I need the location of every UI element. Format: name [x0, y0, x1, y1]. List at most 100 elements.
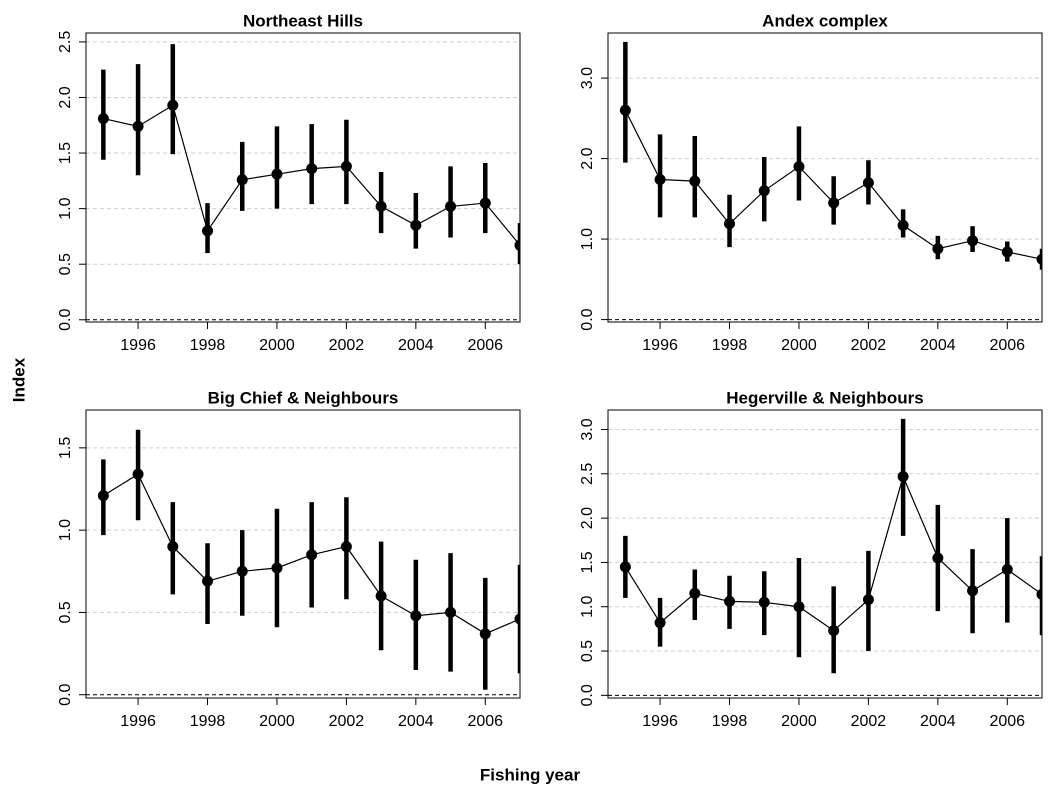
data-point — [271, 168, 283, 180]
plot-area — [619, 41, 1042, 270]
data-point — [689, 175, 701, 187]
panel-title: Andex complex — [762, 11, 888, 30]
x-tick-label: 2006 — [989, 337, 1025, 354]
y-axis-title: Index — [9, 357, 28, 402]
y-tick-label: 0.0 — [57, 309, 74, 331]
x-tick-label: 2004 — [920, 713, 956, 730]
x-tick-label: 1996 — [120, 713, 156, 730]
y-tick-label: 1.5 — [57, 142, 74, 164]
plot-frame — [607, 32, 1043, 323]
x-tick-label: 2000 — [259, 713, 295, 730]
x-tick-label: 1998 — [712, 713, 748, 730]
x-tick-label: 2006 — [467, 337, 503, 354]
data-point — [619, 104, 631, 116]
data-point — [271, 562, 283, 574]
data-point — [202, 575, 214, 587]
data-point — [514, 613, 520, 625]
data-point — [862, 594, 874, 606]
data-point — [1036, 253, 1042, 265]
data-point — [514, 239, 520, 251]
data-point — [132, 468, 144, 480]
data-point — [1036, 588, 1042, 600]
data-point — [654, 174, 666, 186]
data-point — [689, 587, 701, 599]
y-tick-label: 0.5 — [57, 601, 74, 623]
data-point — [375, 590, 387, 602]
data-point — [236, 565, 248, 577]
plot-area — [97, 44, 520, 265]
data-point — [97, 490, 109, 502]
data-point — [445, 606, 457, 618]
plot-frame — [85, 32, 521, 323]
y-tick-label: 1.0 — [579, 228, 596, 250]
data-point — [967, 235, 979, 247]
data-point — [306, 163, 318, 175]
x-tick-label: 1996 — [120, 337, 156, 354]
x-tick-label: 2002 — [329, 713, 365, 730]
y-tick-label: 0.0 — [57, 683, 74, 705]
data-point — [967, 585, 979, 597]
data-point — [132, 120, 144, 132]
y-tick-label: 0.5 — [579, 640, 596, 662]
data-point — [236, 174, 248, 186]
x-tick-label: 1998 — [190, 713, 226, 730]
x-tick-label: 2002 — [329, 337, 365, 354]
data-point — [410, 610, 422, 622]
data-point — [97, 113, 109, 125]
data-point — [340, 541, 352, 553]
data-point — [1001, 564, 1013, 576]
plot-area — [97, 429, 520, 690]
panel-title: Big Chief & Neighbours — [208, 388, 399, 407]
plot-frame — [85, 409, 521, 699]
x-tick-label: 2006 — [467, 713, 503, 730]
data-point — [828, 625, 840, 637]
y-tick-label: 1.5 — [57, 437, 74, 459]
plot-area — [619, 418, 1042, 674]
x-tick-label: 2000 — [259, 337, 295, 354]
y-tick-label: 3.0 — [579, 418, 596, 440]
x-tick-label: 2004 — [920, 337, 956, 354]
data-point — [897, 219, 909, 231]
data-point — [724, 595, 736, 607]
y-tick-label: 0.0 — [579, 684, 596, 706]
x-tick-label: 2004 — [398, 337, 434, 354]
y-tick-label: 1.0 — [57, 197, 74, 219]
y-tick-label: 2.0 — [57, 86, 74, 108]
data-point — [758, 185, 770, 197]
data-point — [479, 628, 491, 640]
data-point — [932, 552, 944, 564]
x-tick-label: 2002 — [851, 713, 887, 730]
x-tick-label: 1998 — [190, 337, 226, 354]
y-tick-label: 1.0 — [57, 519, 74, 541]
panel-title: Northeast Hills — [243, 11, 363, 30]
data-point — [167, 99, 179, 111]
data-point — [445, 200, 457, 212]
data-point — [340, 160, 352, 172]
data-point — [932, 243, 944, 255]
x-tick-label: 1998 — [712, 337, 748, 354]
x-tick-label: 2004 — [398, 713, 434, 730]
y-tick-label: 1.5 — [579, 551, 596, 573]
y-tick-label: 2.0 — [579, 147, 596, 169]
data-point — [897, 470, 909, 482]
y-tick-label: 2.0 — [579, 507, 596, 529]
y-tick-label: 0.0 — [579, 308, 596, 330]
y-tick-label: 2.5 — [57, 31, 74, 53]
data-point — [793, 601, 805, 613]
y-tick-label: 1.0 — [579, 596, 596, 618]
data-point — [1001, 246, 1013, 258]
data-point — [828, 197, 840, 209]
x-axis-title: Fishing year — [480, 765, 581, 784]
plot-frame — [607, 409, 1043, 699]
x-tick-label: 2000 — [781, 337, 817, 354]
data-point — [724, 218, 736, 230]
data-point — [619, 561, 631, 573]
y-tick-label: 2.5 — [579, 463, 596, 485]
data-point — [654, 617, 666, 629]
data-point — [479, 197, 491, 209]
data-point — [306, 549, 318, 561]
x-tick-label: 2002 — [851, 337, 887, 354]
data-point — [793, 161, 805, 173]
x-tick-label: 1996 — [642, 337, 678, 354]
